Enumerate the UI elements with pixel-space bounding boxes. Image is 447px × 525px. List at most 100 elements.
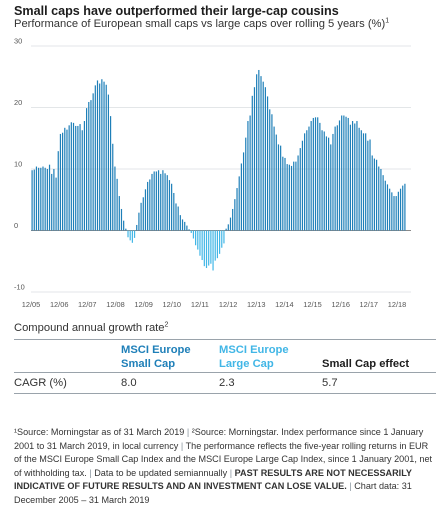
- chart-bar: [365, 133, 367, 231]
- chart-bar: [371, 155, 373, 231]
- chart-bar: [103, 81, 105, 231]
- chart-bar: [214, 230, 216, 261]
- chart-bar: [216, 230, 219, 259]
- chart-bar: [125, 228, 127, 231]
- chart-bar: [380, 169, 382, 231]
- chart-bar: [290, 165, 293, 231]
- chart-bar: [212, 230, 214, 271]
- chart-bar: [386, 184, 389, 231]
- chart-bar: [349, 124, 351, 231]
- x-tick-label: 12/05: [22, 300, 41, 309]
- footnote-separator: |: [229, 467, 233, 478]
- chart-bar: [166, 175, 168, 231]
- chart-bar: [284, 157, 286, 231]
- chart-bar: [391, 192, 393, 231]
- chart-bar: [201, 230, 203, 261]
- x-tick-label: 12/07: [78, 300, 97, 309]
- chart-bar: [354, 123, 356, 231]
- cagr-heading-text: Compound annual growth rate: [14, 322, 165, 334]
- cagr-heading: Compound annual growth rate2: [14, 321, 168, 334]
- chart-bar: [273, 126, 275, 231]
- chart-bar: [389, 188, 391, 231]
- chart-bar: [99, 83, 101, 231]
- chart-bar: [343, 115, 345, 231]
- chart-bar: [373, 158, 375, 231]
- chart-bar: [66, 129, 68, 231]
- chart-bar: [136, 224, 138, 231]
- cagr-col-small-cap-line2: Small Cap: [121, 358, 176, 370]
- chart-bar: [181, 219, 184, 231]
- chart-bar: [184, 221, 186, 231]
- chart-bar: [153, 171, 155, 231]
- footnote-separator: |: [89, 467, 92, 478]
- chart-bar: [131, 230, 133, 243]
- chart-bar: [51, 173, 53, 231]
- chart-bar: [310, 121, 312, 231]
- chart-bar: [295, 161, 297, 231]
- chart-bar: [114, 166, 116, 231]
- footnote-separator: |: [186, 427, 190, 437]
- chart-bar: [275, 134, 277, 231]
- chart-bar: [164, 173, 166, 231]
- chart-bar: [260, 76, 262, 231]
- chart-bar: [341, 115, 343, 231]
- chart-bar: [218, 230, 221, 254]
- chart-bar: [177, 206, 179, 231]
- chart-bar: [147, 181, 149, 231]
- chart-bar: [393, 196, 395, 231]
- chart-bar: [266, 96, 269, 231]
- chart-bar: [59, 133, 62, 231]
- x-axis-labels: 12/05 12/06 12/07 12/08 12/09 12/10 12/11 12/12…: [22, 300, 407, 309]
- chart-bar: [240, 163, 242, 231]
- chart-bar: [175, 203, 177, 231]
- y-tick-label: -10: [14, 283, 25, 292]
- chart-bar: [140, 202, 142, 231]
- chart-bar: [33, 169, 35, 231]
- cagr-col-small-cap-line1: MSCI Europe: [121, 344, 191, 356]
- chart-bar: [62, 132, 64, 231]
- y-tick-label: 30: [14, 37, 22, 46]
- chart-bar: [70, 122, 72, 231]
- footnote-source-2: ²Source: Morningstar. Index performance …: [14, 427, 424, 451]
- chart-bar: [149, 179, 151, 231]
- chart-bar: [203, 230, 205, 267]
- chart-bar: [321, 130, 323, 231]
- x-tick-label: 12/17: [360, 300, 379, 309]
- chart-bar: [314, 117, 317, 231]
- chart-bar: [112, 143, 114, 231]
- footnote-chart-dates: Chart data: 31 December 2005 – 31 March …: [14, 481, 412, 505]
- x-tick-label: 12/09: [134, 300, 153, 309]
- chart-bar: [162, 170, 164, 231]
- chart-bar: [297, 155, 299, 231]
- chart-bar: [269, 109, 271, 231]
- chart-bar: [301, 140, 304, 231]
- chart-bar: [232, 208, 234, 231]
- chart-bar: [293, 161, 295, 231]
- y-tick-label: 20: [14, 98, 22, 107]
- chart-bar: [72, 122, 75, 231]
- chart-bar: [397, 191, 399, 231]
- chart-bar: [160, 173, 162, 231]
- chart-bar: [192, 230, 195, 239]
- chart-bar: [378, 166, 380, 231]
- chart-bar: [38, 167, 40, 231]
- chart-bar: [282, 156, 284, 231]
- chart-bar: [345, 116, 347, 231]
- chart-bar: [77, 125, 79, 231]
- chart-bar: [96, 80, 99, 231]
- chart-bar: [57, 151, 59, 231]
- chart-bar: [48, 164, 51, 231]
- footnote-separator: |: [349, 481, 352, 492]
- chart-bar: [404, 183, 406, 231]
- chart-bar: [332, 133, 334, 231]
- chart-bar: [225, 228, 227, 231]
- rolling-performance-chart: 30 20 10 0 -10 12/05 12/06 12/07 12/08 12/09 12/1…: [14, 37, 411, 309]
- cagr-row-label: CAGR (%): [14, 377, 67, 389]
- chart-bar: [199, 230, 201, 256]
- chart-bar: [264, 87, 266, 231]
- chart-bar: [127, 230, 129, 238]
- chart-bar: [223, 230, 225, 244]
- chart-bar: [155, 171, 157, 231]
- chart-bar: [399, 188, 402, 231]
- footnote-update-note: Data to be updated semiannually: [94, 467, 228, 478]
